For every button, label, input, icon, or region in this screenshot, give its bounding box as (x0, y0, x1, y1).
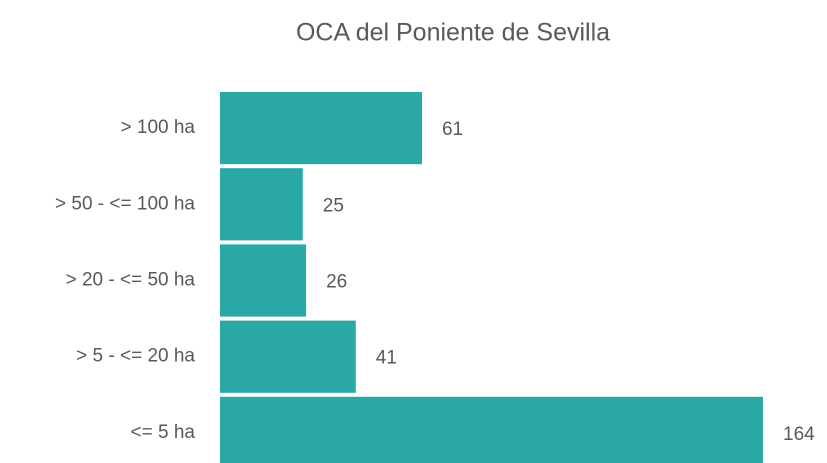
bar (220, 168, 303, 241)
bar (220, 244, 307, 317)
category-label: > 20 - <= 50 ha (66, 270, 196, 291)
value-label: 25 (323, 195, 344, 216)
category-label: <= 5 ha (131, 422, 196, 443)
category-label: > 100 ha (121, 117, 196, 138)
value-label: 26 (326, 272, 347, 293)
chart-title: OCA del Poniente de Sevilla (296, 19, 610, 47)
value-label: 164 (783, 424, 815, 445)
value-label: 41 (376, 348, 397, 369)
bar (220, 396, 763, 463)
value-label: 61 (442, 119, 463, 140)
category-label: > 5 - <= 20 ha (76, 346, 195, 367)
category-label: > 50 - <= 100 ha (55, 193, 195, 214)
bar (220, 320, 356, 393)
bar (220, 92, 422, 165)
